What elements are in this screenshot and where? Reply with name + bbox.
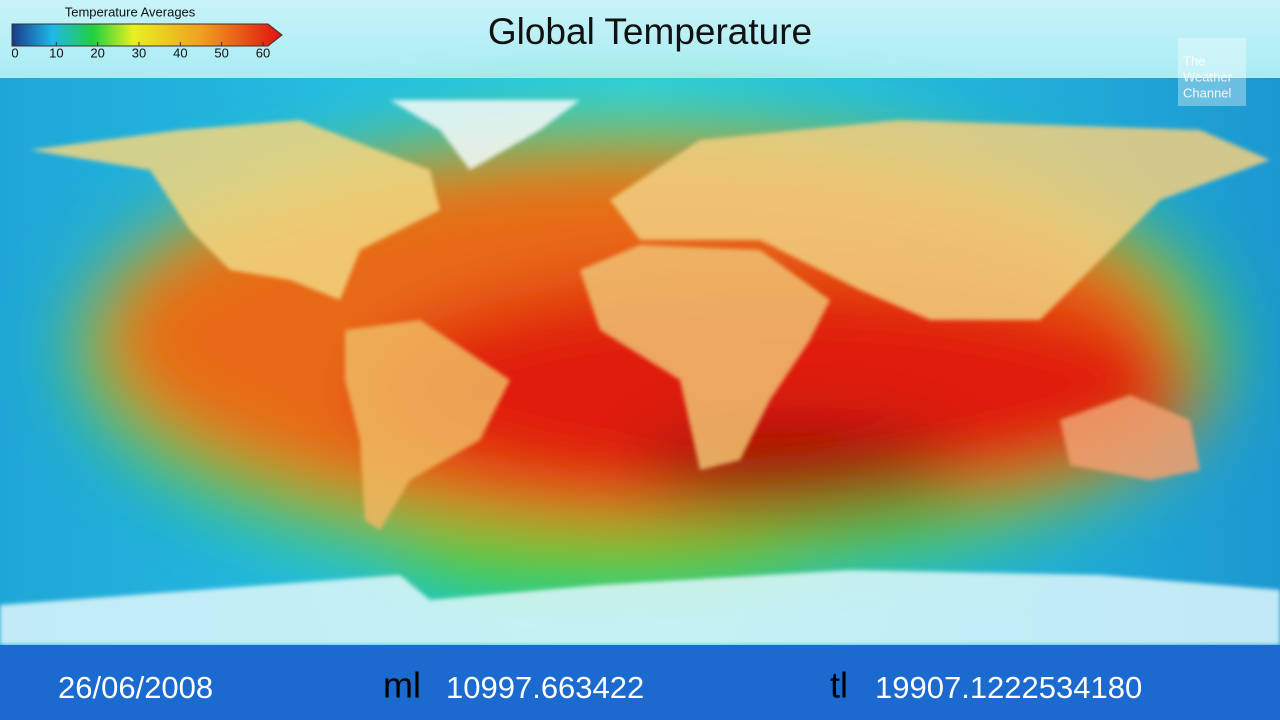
legend-title: Temperature Averages [65, 4, 196, 19]
footer: 26/06/2008 ml 10997.663422 tl 19907.1222… [58, 665, 1142, 706]
logo-box [1178, 38, 1246, 106]
title: Global Temperature [488, 11, 812, 52]
date: 26/06/2008 [58, 670, 213, 705]
tl-value: 19907.1222534180 [875, 670, 1142, 705]
footer-bar [0, 645, 1280, 720]
logo-text: The [1183, 53, 1205, 68]
legend-tick-label: 10 [49, 45, 63, 60]
legend-tick-label: 30 [132, 45, 146, 60]
legend-ticks: 0 10 20 30 40 50 60 [11, 42, 270, 60]
color-bar [11, 23, 283, 47]
continents [0, 100, 1280, 645]
legend-tick-label: 60 [256, 45, 270, 60]
ml-value: 10997.663422 [446, 670, 644, 705]
legend-tick-label: 50 [214, 45, 228, 60]
legend-tick-label: 20 [90, 45, 104, 60]
logo-text: Weather [1183, 69, 1233, 84]
tl-label: tl [830, 665, 848, 706]
ml-label: ml [383, 665, 421, 706]
legend-tick-label: 0 [11, 45, 18, 60]
legend-tick-label: 40 [173, 45, 187, 60]
logo-text: Channel [1183, 85, 1232, 100]
